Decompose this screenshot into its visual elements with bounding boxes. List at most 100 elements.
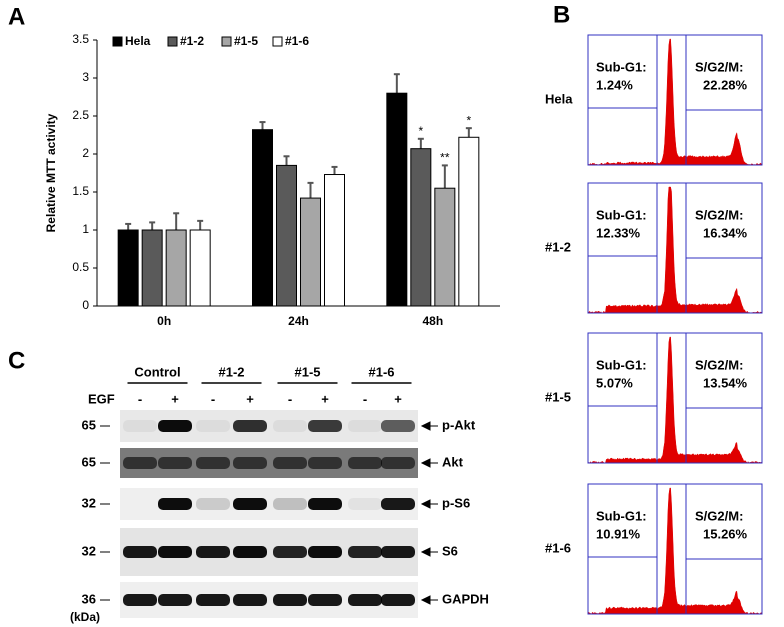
treatment-sign: +	[394, 391, 402, 406]
protein-label: p-Akt	[442, 417, 476, 432]
gate-label: Sub-G1:	[596, 59, 647, 74]
gate-value: 1.24%	[596, 77, 633, 92]
treatment-sign: +	[321, 391, 329, 406]
treatment-sign: -	[288, 391, 292, 406]
treatment-sign: -	[211, 391, 215, 406]
x-tick-label: 48h	[422, 314, 443, 328]
arrow	[422, 422, 438, 430]
bar	[190, 230, 210, 306]
legend-swatch	[273, 37, 282, 46]
band	[273, 546, 307, 558]
arrow	[422, 459, 438, 467]
gate-label: Sub-G1:	[596, 357, 647, 372]
sample-label: Hela	[545, 91, 573, 106]
sample-label: #1-6	[545, 540, 571, 555]
panel-letter: B	[553, 1, 570, 28]
band	[308, 420, 342, 432]
legend-label: #1-6	[285, 34, 309, 48]
band	[233, 498, 267, 510]
y-tick-label: 3	[82, 70, 89, 84]
sample-label: #1-2	[545, 239, 571, 254]
band	[273, 594, 307, 606]
legend-label: #1-5	[234, 34, 258, 48]
significance: *	[418, 124, 423, 138]
bar	[325, 175, 345, 306]
y-tick-label: 2	[82, 146, 89, 160]
bar	[166, 230, 186, 306]
bar	[253, 130, 273, 306]
gate-value: 12.33%	[596, 225, 641, 240]
band	[196, 420, 230, 432]
bar	[459, 137, 479, 306]
x-tick-label: 24h	[288, 314, 309, 328]
band	[348, 594, 382, 606]
y-tick-label: 1.5	[72, 184, 89, 198]
bar	[142, 230, 162, 306]
treatment-sign: -	[138, 391, 142, 406]
group-label: #1-6	[368, 364, 394, 379]
gate-value: 13.54%	[703, 375, 748, 390]
gate-value: 5.07%	[596, 375, 633, 390]
protein-label: S6	[442, 543, 458, 558]
histogram	[588, 337, 762, 463]
legend-label: #1-2	[180, 34, 204, 48]
band	[233, 546, 267, 558]
band	[381, 420, 415, 432]
group-label: #1-5	[294, 364, 320, 379]
sample-label: #1-5	[545, 389, 571, 404]
bar	[277, 165, 297, 306]
significance: **	[440, 151, 450, 165]
x-tick-label: 0h	[157, 314, 171, 328]
band	[158, 457, 192, 469]
band	[196, 457, 230, 469]
band	[381, 594, 415, 606]
band	[233, 420, 267, 432]
gate-value: 15.26%	[703, 526, 748, 541]
kda-label: 65	[82, 454, 96, 469]
band	[273, 498, 307, 510]
band	[123, 457, 157, 469]
histogram	[588, 39, 762, 165]
group-label: #1-2	[218, 364, 244, 379]
unit-label: (kDa)	[70, 610, 100, 624]
band	[158, 420, 192, 432]
kda-label: 32	[82, 495, 96, 510]
band	[196, 498, 230, 510]
band	[123, 594, 157, 606]
gate-label: S/G2/M:	[695, 508, 743, 523]
bar	[118, 230, 138, 306]
band	[381, 498, 415, 510]
gate-value: 10.91%	[596, 526, 641, 541]
y-tick-label: 1	[82, 222, 89, 236]
histogram	[588, 187, 762, 313]
band	[348, 498, 382, 510]
band	[348, 546, 382, 558]
legend-label: Hela	[125, 34, 151, 48]
y-axis-label: Relative MTT activity	[44, 113, 58, 232]
kda-label: 36	[82, 591, 96, 606]
legend-swatch	[222, 37, 231, 46]
band	[308, 546, 342, 558]
band	[308, 594, 342, 606]
gate-label: S/G2/M:	[695, 357, 743, 372]
bar	[435, 188, 455, 306]
band	[308, 457, 342, 469]
legend-swatch	[113, 37, 122, 46]
treatment-label: EGF	[88, 391, 115, 406]
gate-value: 16.34%	[703, 225, 748, 240]
band	[158, 498, 192, 510]
protein-label: p-S6	[442, 495, 470, 510]
y-tick-label: 3.5	[72, 32, 89, 46]
band	[196, 594, 230, 606]
protein-label: GAPDH	[442, 591, 489, 606]
arrow	[422, 596, 438, 604]
band	[158, 594, 192, 606]
treatment-sign: +	[246, 391, 254, 406]
kda-label: 65	[82, 417, 96, 432]
kda-label: 32	[82, 543, 96, 558]
gate-label: S/G2/M:	[695, 59, 743, 74]
band	[233, 457, 267, 469]
arrow	[422, 500, 438, 508]
group-label: Control	[134, 364, 180, 379]
